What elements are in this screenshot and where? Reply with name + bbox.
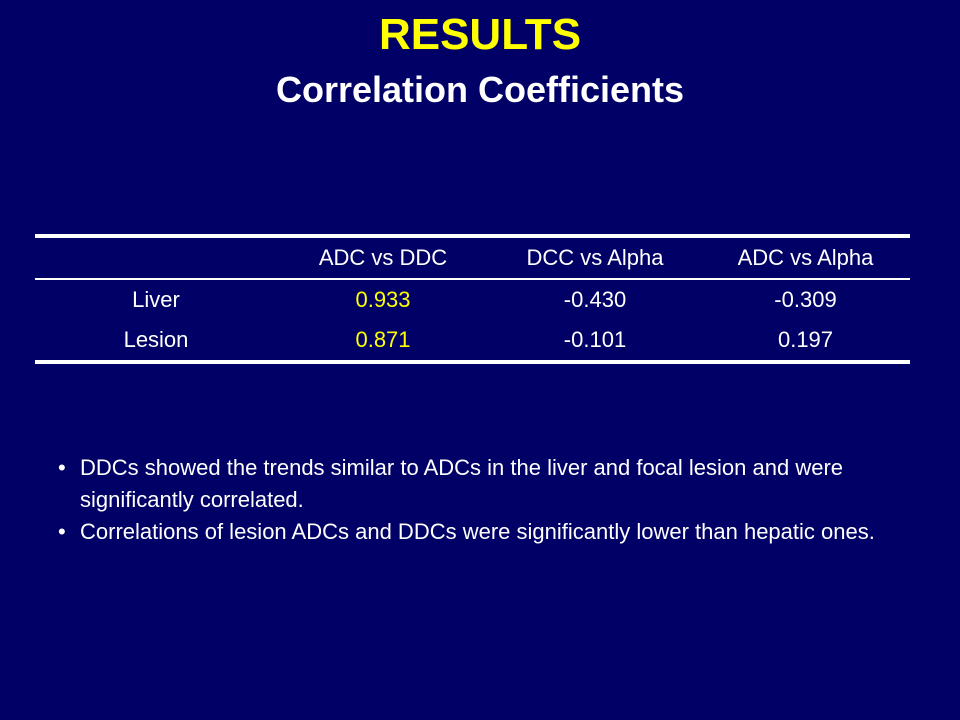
column-header: DCC vs Alpha	[526, 245, 664, 270]
cell: 0.197	[777, 327, 834, 352]
bullet: Correlations of lesion ADCs and DDCs wer…	[58, 516, 898, 548]
subtitle: Correlation Coefficients	[275, 69, 685, 110]
cell: -0.101	[563, 327, 627, 352]
bullet: DDCs showed the trends similar to ADCs i…	[58, 452, 898, 516]
cell: -0.309	[774, 287, 837, 312]
title: RESULTS	[378, 10, 582, 59]
table-header: ADC vs DDC DCC vs Alpha ADC vs Alpha	[35, 236, 910, 279]
cell: 0.933	[355, 287, 411, 312]
bullet-list: DDCs showed the trends similar to ADCs i…	[58, 452, 898, 548]
column-header: ADC vs Alpha	[737, 245, 874, 270]
header-row: ADC vs DDC DCC vs Alpha ADC vs Alpha	[35, 236, 910, 279]
row-label: Lesion	[123, 327, 189, 352]
table-body: Liver 0.933 -0.430 -0.309 Lesion 0.871 -0.101 0…	[35, 279, 910, 362]
cell: -0.430	[563, 287, 627, 312]
row-label: Liver	[132, 287, 180, 312]
table: ADC vs DDC DCC vs Alpha ADC vs Alpha Liver…	[35, 234, 910, 364]
table-row: Lesion 0.871 -0.101 0.197	[35, 320, 910, 362]
column-header	[35, 236, 277, 279]
cell: 0.871	[355, 327, 411, 352]
table-row: Liver 0.933 -0.430 -0.309	[35, 279, 910, 320]
column-header: ADC vs DDC	[318, 245, 448, 270]
